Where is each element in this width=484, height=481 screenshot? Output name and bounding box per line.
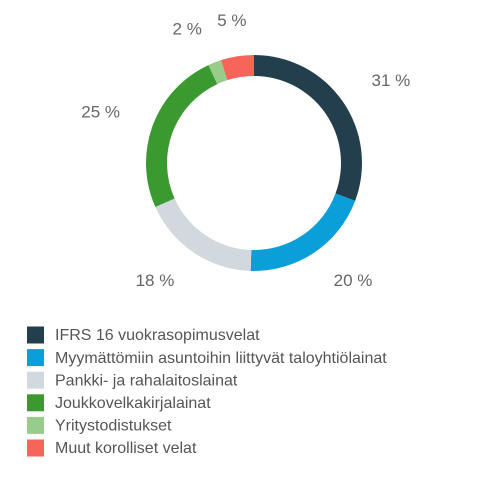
donut-segment [145, 65, 218, 208]
legend-label: Yritystodistukset [55, 418, 172, 435]
legend-swatch [27, 371, 44, 389]
legend-label: Joukkovelkakirjalainat [55, 395, 211, 412]
legend-swatch [27, 394, 44, 412]
data-label: 25 % [81, 102, 120, 121]
legend-label: Pankki- ja rahalaitoslainat [55, 372, 238, 389]
data-label: 20 % [334, 271, 373, 290]
data-label: 5 % [217, 11, 246, 30]
donut-segment [155, 198, 252, 271]
data-label: 18 % [136, 271, 175, 290]
donut-segment [208, 60, 228, 85]
legend-swatch [27, 439, 44, 457]
donut-segment [254, 55, 362, 201]
legend-swatch [27, 326, 44, 344]
legend-swatch [27, 349, 44, 367]
legend-label: IFRS 16 vuokrasopimusvelat [55, 327, 260, 344]
legend-label: Myymättömiin asuntoihin liittyvät taloyh… [55, 350, 387, 367]
data-label: 2 % [173, 19, 202, 38]
legend-label: Muut korolliset velat [55, 440, 197, 457]
data-label: 31 % [371, 71, 410, 90]
legend-swatch [27, 416, 44, 434]
donut-segment [250, 193, 356, 271]
donut-segment [220, 55, 254, 81]
